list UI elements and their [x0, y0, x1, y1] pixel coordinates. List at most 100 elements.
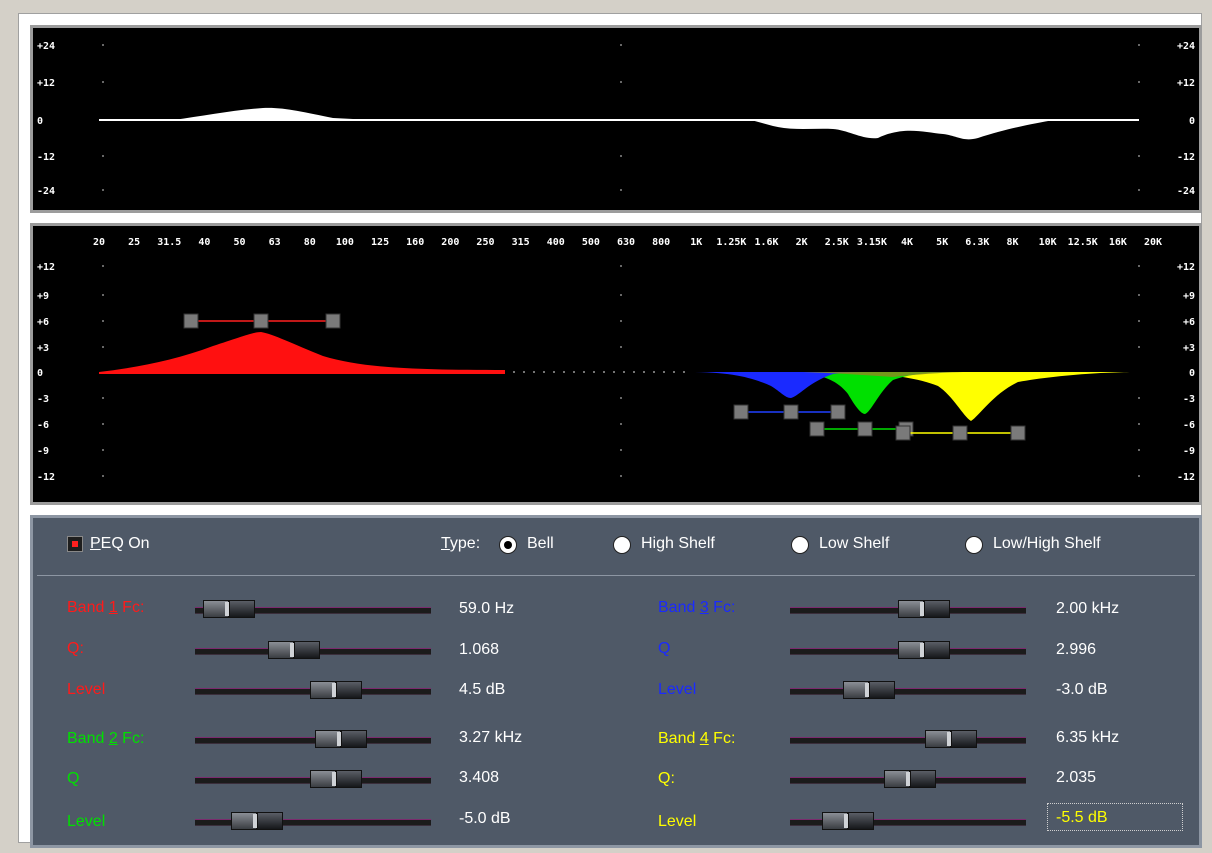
top-right-scale-label-0: +24 [1177, 41, 1195, 52]
mid-right-scale-label-3: +3 [1183, 343, 1195, 354]
band3-fc-slider[interactable] [790, 598, 1026, 622]
band3-fc-thumb[interactable] [890, 600, 954, 618]
band1-q-high-handle [325, 313, 341, 329]
frequency-label: 20 [93, 237, 105, 248]
band4-q-low-handle [895, 425, 911, 441]
band1-q-slider[interactable] [195, 639, 431, 663]
frequency-label: 2.5K [825, 237, 849, 248]
frequency-label: 125 [371, 237, 389, 248]
frequency-label: 630 [617, 237, 635, 248]
eq-control-panel: PEQ On Type: Bell High Shelf Low Shelf L… [30, 515, 1202, 848]
band1-curve [99, 332, 505, 374]
band3-q-label: Q [658, 640, 671, 657]
type-label: Type: [441, 535, 481, 552]
frequency-label: 800 [652, 237, 670, 248]
band1-q-thumb[interactable] [260, 641, 324, 659]
band2-q-thumb[interactable] [302, 770, 366, 788]
band2-fc-label: Band 2 Fc: [67, 730, 145, 747]
band2-level-value: -5.0 dB [459, 810, 511, 827]
type-high-shelf-radio[interactable] [613, 536, 631, 554]
band1-level-thumb[interactable] [302, 681, 366, 699]
type-bell-radio[interactable] [499, 536, 517, 554]
frequency-label: 10K [1039, 237, 1057, 248]
top-left-scale-label-3: -12 [37, 152, 55, 163]
band3-level-slider[interactable] [790, 679, 1026, 703]
frequency-label: 160 [406, 237, 424, 248]
mid-left-scale-label-3: +3 [37, 343, 49, 354]
mid-right-scale-label-0: +12 [1177, 262, 1195, 273]
mid-left-scale-label-6: -6 [37, 420, 49, 431]
type-low-high-shelf-radio[interactable] [965, 536, 983, 554]
frequency-label: 250 [476, 237, 494, 248]
band3-level-thumb[interactable] [835, 681, 899, 699]
band1-q-value: 1.068 [459, 641, 500, 658]
band4-level-value[interactable]: -5.5 dB [1047, 803, 1183, 831]
mid-right-scale-label-6: -6 [1183, 420, 1195, 431]
frequency-label: 31.5 [157, 237, 181, 248]
band4-fc-label: Band 4 Fc: [658, 730, 736, 747]
band2-q-label: Q [67, 770, 80, 787]
band4-fc-slider[interactable] [790, 728, 1026, 752]
mid-left-scale-label-8: -12 [37, 472, 55, 483]
frequency-label: 1.25K [716, 237, 746, 248]
band4-fc-value: 6.35 kHz [1056, 729, 1120, 746]
band2-q-slider[interactable] [195, 768, 431, 792]
type-low-high-shelf-label[interactable]: Low/High Shelf [993, 535, 1101, 552]
band2-level-thumb[interactable] [223, 812, 287, 830]
band4-curve [813, 372, 1137, 421]
band3-q-high-handle [830, 404, 846, 420]
top-right-scale-label-1: +12 [1177, 78, 1195, 89]
mid-right-scale-label-5: -3 [1183, 394, 1195, 405]
mid-left-scale-label-4: 0 [37, 368, 43, 379]
band1-level-slider[interactable] [195, 679, 431, 703]
band3-level-value: -3.0 dB [1056, 681, 1108, 698]
mid-right-scale-label-1: +9 [1183, 291, 1195, 302]
band3-fc-value: 2.00 kHz [1056, 600, 1120, 617]
frequency-label: 4K [901, 237, 913, 248]
frequency-label: 16K [1109, 237, 1127, 248]
band1-fc-thumb[interactable] [195, 600, 259, 618]
band2-level-label: Level [67, 813, 106, 830]
eq-bands-graph: 20 25 31.5 40 50 63 80 100 125 160 200 250 315 400 500… [37, 237, 1195, 483]
band2-q-low-handle [809, 421, 825, 437]
frequency-label: 63 [269, 237, 281, 248]
frequency-label: 6.3K [965, 237, 989, 248]
combined-response-curve [173, 107, 1053, 140]
band3-q-thumb[interactable] [890, 641, 954, 659]
type-low-shelf-label[interactable]: Low Shelf [819, 535, 890, 552]
band4-q-thumb[interactable] [876, 770, 940, 788]
band3-level-label: Level [658, 681, 697, 698]
band4-level-slider[interactable] [790, 810, 1026, 834]
mid-right-scale-label-2: +6 [1183, 317, 1195, 328]
band2-fc-thumb[interactable] [307, 730, 371, 748]
mid-right-scale-label-4: 0 [1189, 368, 1195, 379]
type-high-shelf-label[interactable]: High Shelf [641, 535, 715, 552]
band1-level-value: 4.5 dB [459, 681, 506, 698]
band4-level-label: Level [658, 813, 697, 830]
mid-left-scale-label-5: -3 [37, 394, 49, 405]
frequency-label: 100 [336, 237, 354, 248]
band2-center-handle [857, 421, 873, 437]
response-curve-graph: +24 +12 0 -12 -24 +24 +12 0 -12 -24 [37, 41, 1195, 197]
band3-q-slider[interactable] [790, 639, 1026, 663]
frequency-label: 1K [690, 237, 702, 248]
peq-led-icon [72, 541, 78, 547]
band3-center-handle [783, 404, 799, 420]
frequency-label: 40 [198, 237, 210, 248]
mid-left-scale-label-1: +9 [37, 291, 49, 302]
band4-center-handle [952, 425, 968, 441]
top-left-scale-label-4: -24 [37, 186, 55, 197]
band2-fc-slider[interactable] [195, 728, 431, 752]
frequency-label: 2K [796, 237, 808, 248]
band2-level-slider[interactable] [195, 810, 431, 834]
type-bell-label[interactable]: Bell [527, 535, 554, 552]
band1-fc-slider[interactable] [195, 598, 431, 622]
band3-q-value: 2.996 [1056, 641, 1097, 658]
type-low-shelf-radio[interactable] [791, 536, 809, 554]
band4-fc-thumb[interactable] [917, 730, 981, 748]
peq-on-toggle[interactable] [67, 536, 83, 552]
band1-center-handle [253, 313, 269, 329]
top-left-scale-label-1: +12 [37, 78, 55, 89]
band4-q-slider[interactable] [790, 768, 1026, 792]
band4-level-thumb[interactable] [814, 812, 878, 830]
